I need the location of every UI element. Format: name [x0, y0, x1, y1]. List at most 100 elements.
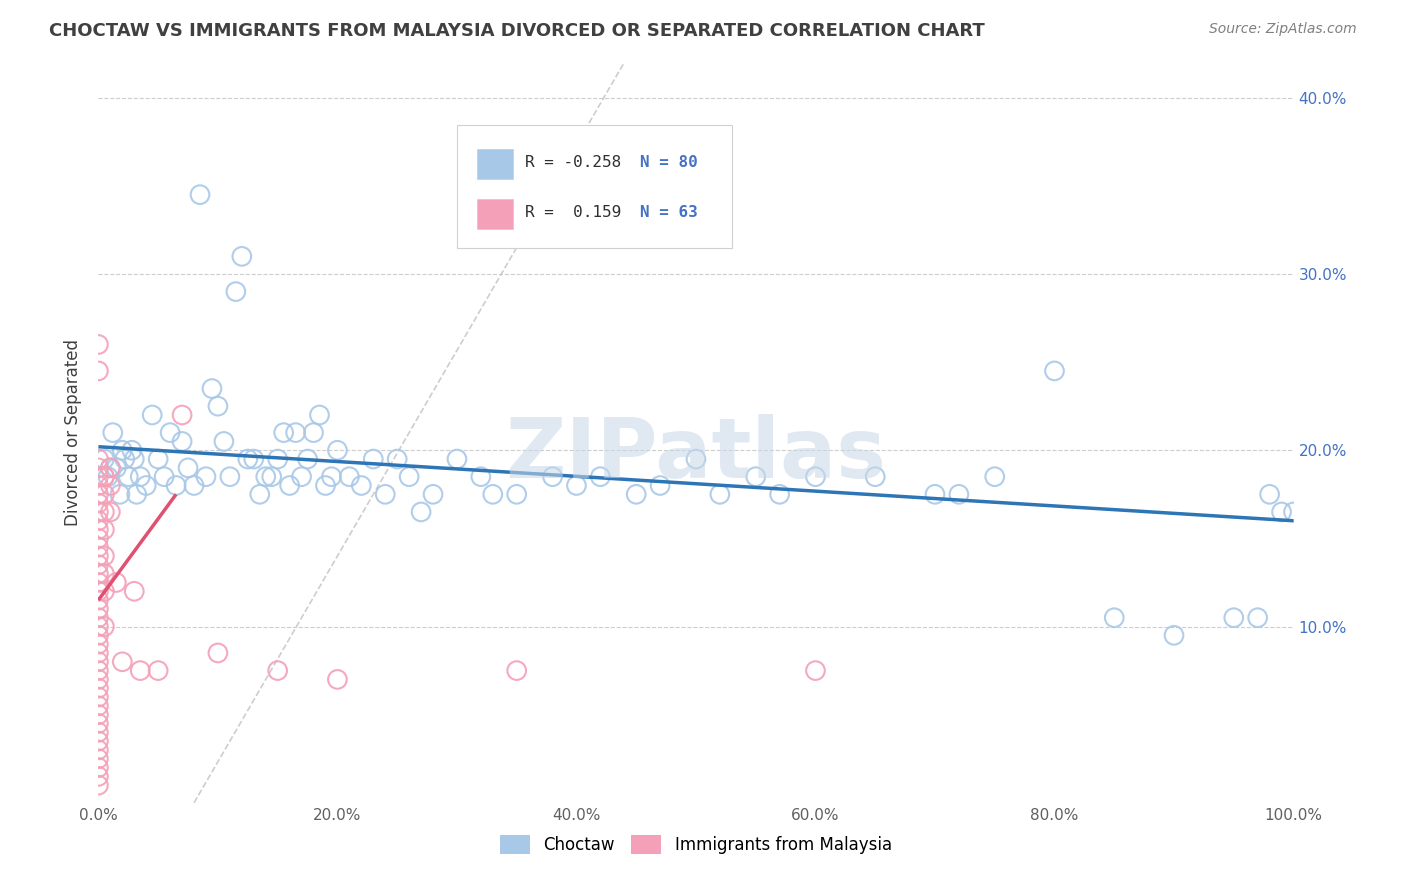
Point — [114, 452, 136, 467]
Point — [87, 619, 110, 633]
Point — [924, 487, 946, 501]
Point — [87, 584, 110, 599]
Point — [1258, 487, 1281, 501]
Point — [207, 399, 229, 413]
Point — [87, 549, 110, 563]
FancyBboxPatch shape — [457, 126, 733, 247]
Bar — [477, 200, 513, 229]
Text: R = -0.258: R = -0.258 — [524, 155, 621, 169]
Point — [165, 478, 187, 492]
Point — [207, 646, 229, 660]
Point — [87, 716, 110, 731]
Point — [565, 478, 588, 492]
Point — [87, 637, 110, 651]
Point — [87, 532, 110, 546]
Point — [125, 487, 148, 501]
Point — [804, 664, 827, 678]
Point — [98, 461, 122, 475]
Point — [159, 425, 181, 440]
Point — [93, 487, 115, 501]
Point — [93, 523, 115, 537]
Point — [87, 778, 110, 792]
Point — [1163, 628, 1185, 642]
Point — [93, 584, 115, 599]
Point — [87, 496, 110, 510]
Point — [183, 478, 205, 492]
Point — [1247, 610, 1270, 624]
Point — [172, 408, 194, 422]
Point — [87, 690, 110, 704]
Point — [129, 664, 152, 678]
Point — [98, 505, 122, 519]
Point — [87, 760, 110, 774]
Point — [273, 425, 295, 440]
Point — [87, 337, 110, 351]
Point — [260, 469, 283, 483]
Point — [506, 664, 529, 678]
Point — [87, 681, 110, 696]
Point — [243, 452, 266, 467]
Point — [87, 558, 110, 572]
Point — [1271, 505, 1294, 519]
Point — [121, 443, 143, 458]
Text: N = 80: N = 80 — [640, 155, 697, 169]
Point — [87, 478, 110, 492]
Point — [124, 452, 146, 467]
Text: N = 63: N = 63 — [640, 205, 697, 220]
Point — [97, 469, 120, 483]
Point — [541, 469, 564, 483]
Point — [87, 734, 110, 748]
Point — [446, 452, 468, 467]
Point — [135, 478, 157, 492]
Point — [225, 285, 247, 299]
Point — [984, 469, 1007, 483]
Point — [93, 452, 115, 467]
Point — [87, 646, 110, 660]
Point — [87, 575, 110, 590]
Point — [249, 487, 271, 501]
Point — [865, 469, 887, 483]
Point — [315, 478, 337, 492]
Point — [93, 469, 115, 483]
Point — [398, 469, 420, 483]
Point — [363, 452, 385, 467]
Point — [302, 425, 325, 440]
Point — [297, 452, 319, 467]
Point — [129, 469, 152, 483]
Point — [745, 469, 768, 483]
Point — [470, 469, 492, 483]
Point — [87, 364, 110, 378]
Point — [87, 769, 110, 783]
Point — [267, 452, 290, 467]
Point — [87, 610, 110, 624]
Point — [195, 469, 218, 483]
Legend: Choctaw, Immigrants from Malaysia: Choctaw, Immigrants from Malaysia — [494, 829, 898, 861]
Text: R =  0.159: R = 0.159 — [524, 205, 621, 220]
Point — [87, 523, 110, 537]
Point — [141, 408, 163, 422]
Point — [231, 249, 253, 263]
Point — [1223, 610, 1246, 624]
Point — [87, 602, 110, 616]
Point — [321, 469, 343, 483]
Point — [153, 469, 176, 483]
Point — [267, 664, 290, 678]
Point — [1282, 505, 1305, 519]
Point — [374, 487, 396, 501]
Point — [648, 478, 672, 492]
Point — [339, 469, 361, 483]
Text: CHOCTAW VS IMMIGRANTS FROM MALAYSIA DIVORCED OR SEPARATED CORRELATION CHART: CHOCTAW VS IMMIGRANTS FROM MALAYSIA DIVO… — [49, 22, 986, 40]
Point — [284, 425, 307, 440]
Point — [219, 469, 242, 483]
Point — [481, 487, 505, 501]
Point — [326, 673, 349, 687]
Point — [308, 408, 330, 422]
Point — [108, 487, 131, 501]
Point — [105, 461, 128, 475]
Point — [87, 743, 110, 757]
Point — [236, 452, 259, 467]
Point — [350, 478, 373, 492]
Point — [87, 505, 110, 519]
Point — [93, 619, 115, 633]
Point — [385, 452, 409, 467]
